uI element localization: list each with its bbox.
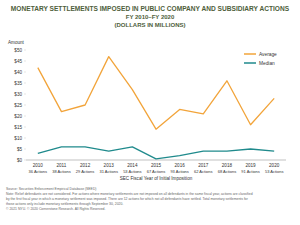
y-tick-label: $20 bbox=[14, 114, 22, 119]
action-count: 53 Actions bbox=[123, 169, 141, 174]
x-tick-label: 2014 bbox=[127, 163, 138, 168]
y-tick bbox=[24, 83, 26, 84]
y-tick bbox=[24, 160, 26, 161]
legend-swatch bbox=[244, 62, 256, 64]
y-tick-label: $30 bbox=[14, 92, 22, 97]
y-tick bbox=[24, 72, 26, 73]
x-tick-label: 2017 bbox=[198, 163, 209, 168]
y-axis-label: Amount bbox=[8, 40, 25, 45]
legend-label: Median bbox=[259, 61, 275, 66]
plot-area bbox=[38, 57, 274, 159]
x-tick-label: 2018 bbox=[222, 163, 233, 168]
y-tick bbox=[24, 149, 26, 150]
x-tick-label: 2015 bbox=[151, 163, 162, 168]
line-average bbox=[38, 57, 274, 130]
y-tick-label: $50 bbox=[14, 48, 22, 53]
action-count: 62 Actions bbox=[194, 169, 212, 174]
subtitle: FY 2010–FY 2020 bbox=[126, 14, 175, 20]
y-tick-label: $10 bbox=[14, 136, 22, 141]
x-tick-label: 2019 bbox=[245, 163, 256, 168]
action-count: 68 Actions bbox=[218, 169, 236, 174]
y-tick bbox=[24, 138, 26, 139]
chart: MONETARY SETTLEMENTS IMPOSED IN PUBLIC C… bbox=[0, 0, 300, 225]
action-count: 91 Actions bbox=[241, 169, 259, 174]
x-tick-label: 2011 bbox=[57, 163, 67, 168]
footnote: Note: Relief defendants are not consider… bbox=[6, 192, 253, 196]
y-tick bbox=[24, 105, 26, 106]
action-count: 31 Actions bbox=[99, 169, 117, 174]
subtitle: (DOLLARS IN MILLIONS) bbox=[115, 22, 186, 28]
background bbox=[0, 0, 300, 225]
action-count: 53 Actions bbox=[265, 169, 283, 174]
title: MONETARY SETTLEMENTS IMPOSED IN PUBLIC C… bbox=[11, 5, 290, 12]
action-count: 36 Actions bbox=[29, 169, 47, 174]
line-median bbox=[38, 147, 274, 159]
y-tick-label: $5 bbox=[17, 147, 23, 152]
legend-swatch bbox=[244, 53, 256, 55]
footnote: © 2021 NYU. © 2020 Cornerstone Research.… bbox=[6, 207, 105, 211]
y-tick-label: $35 bbox=[14, 81, 22, 86]
x-tick-label: 2010 bbox=[33, 163, 44, 168]
action-count: 38 Actions bbox=[52, 169, 70, 174]
y-tick bbox=[24, 127, 26, 128]
y-tick-label: $25 bbox=[14, 103, 22, 108]
x-tick-label: 2016 bbox=[175, 163, 186, 168]
y-tick bbox=[24, 116, 26, 117]
x-axis bbox=[26, 160, 286, 161]
y-tick bbox=[24, 50, 26, 51]
y-tick bbox=[24, 61, 26, 62]
footnote: by the first fiscal year in which a mone… bbox=[6, 197, 249, 201]
x-tick-label: 2013 bbox=[104, 163, 115, 168]
action-count: 29 Actions bbox=[76, 169, 94, 174]
y-tick-label: $45 bbox=[14, 59, 22, 64]
x-tick-label: 2012 bbox=[80, 163, 91, 168]
x-axis-label: SEC Fiscal Year of Initial Imposition bbox=[120, 176, 193, 181]
action-count: 93 Actions bbox=[170, 169, 188, 174]
legend-label: Average bbox=[259, 52, 277, 57]
footnote: Source: Securities Enforcement Empirical… bbox=[6, 187, 96, 191]
y-tick-label: $15 bbox=[14, 125, 22, 130]
y-tick-label: $0 bbox=[17, 158, 23, 163]
x-tick-label: 2020 bbox=[269, 163, 280, 168]
y-tick bbox=[24, 94, 26, 95]
footnote: those actions only include monetary sett… bbox=[6, 202, 123, 206]
y-tick-label: $40 bbox=[14, 70, 22, 75]
action-count: 67 Actions bbox=[147, 169, 165, 174]
